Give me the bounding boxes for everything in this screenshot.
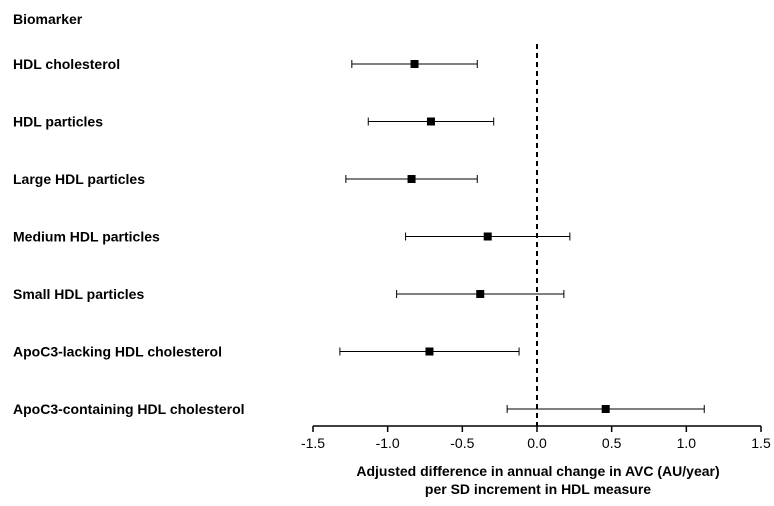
forest-row: Medium HDL particles bbox=[13, 229, 571, 245]
forest-row: ApoC3-lacking HDL cholesterol bbox=[13, 344, 520, 360]
row-label: Small HDL particles bbox=[13, 286, 144, 302]
x-tick-label: 1.0 bbox=[677, 435, 697, 451]
forest-row: Small HDL particles bbox=[13, 286, 565, 302]
forest-row: HDL cholesterol bbox=[13, 56, 478, 72]
forest-row: HDL particles bbox=[13, 114, 495, 130]
x-tick-label: 0.0 bbox=[527, 435, 547, 451]
row-label: HDL cholesterol bbox=[13, 56, 120, 72]
point-estimate-marker bbox=[426, 117, 435, 126]
x-tick-label: -0.5 bbox=[450, 435, 474, 451]
point-estimate-marker bbox=[601, 405, 610, 413]
x-axis-title-line2: per SD increment in HDL measure bbox=[425, 481, 651, 497]
column-header: Biomarker bbox=[13, 11, 83, 27]
x-axis: -1.5 -1.0 -0.5 0.0 0.5 1.0 1.5 bbox=[301, 425, 771, 451]
rows-group: HDL cholesterol HDL particles Large HDL pa… bbox=[13, 56, 705, 417]
x-tick-label: -1.0 bbox=[376, 435, 400, 451]
row-label: ApoC3-containing HDL cholesterol bbox=[13, 401, 245, 417]
row-label: Large HDL particles bbox=[13, 171, 145, 187]
row-label: ApoC3-lacking HDL cholesterol bbox=[13, 344, 222, 360]
x-tick-label: -1.5 bbox=[301, 435, 325, 451]
forest-row: Large HDL particles bbox=[13, 171, 478, 187]
x-tick-label: 1.5 bbox=[751, 435, 771, 451]
point-estimate-marker bbox=[476, 290, 485, 298]
forest-row: ApoC3-containing HDL cholesterol bbox=[13, 401, 705, 417]
row-label: Medium HDL particles bbox=[13, 229, 160, 245]
point-estimate-marker bbox=[407, 175, 416, 183]
point-estimate-marker bbox=[410, 60, 419, 68]
row-label: HDL particles bbox=[13, 114, 103, 130]
point-estimate-marker bbox=[483, 232, 492, 241]
x-tick-label: 0.5 bbox=[602, 435, 622, 451]
point-estimate-marker bbox=[425, 347, 434, 356]
x-axis-title-line1: Adjusted difference in annual change in … bbox=[356, 463, 719, 479]
